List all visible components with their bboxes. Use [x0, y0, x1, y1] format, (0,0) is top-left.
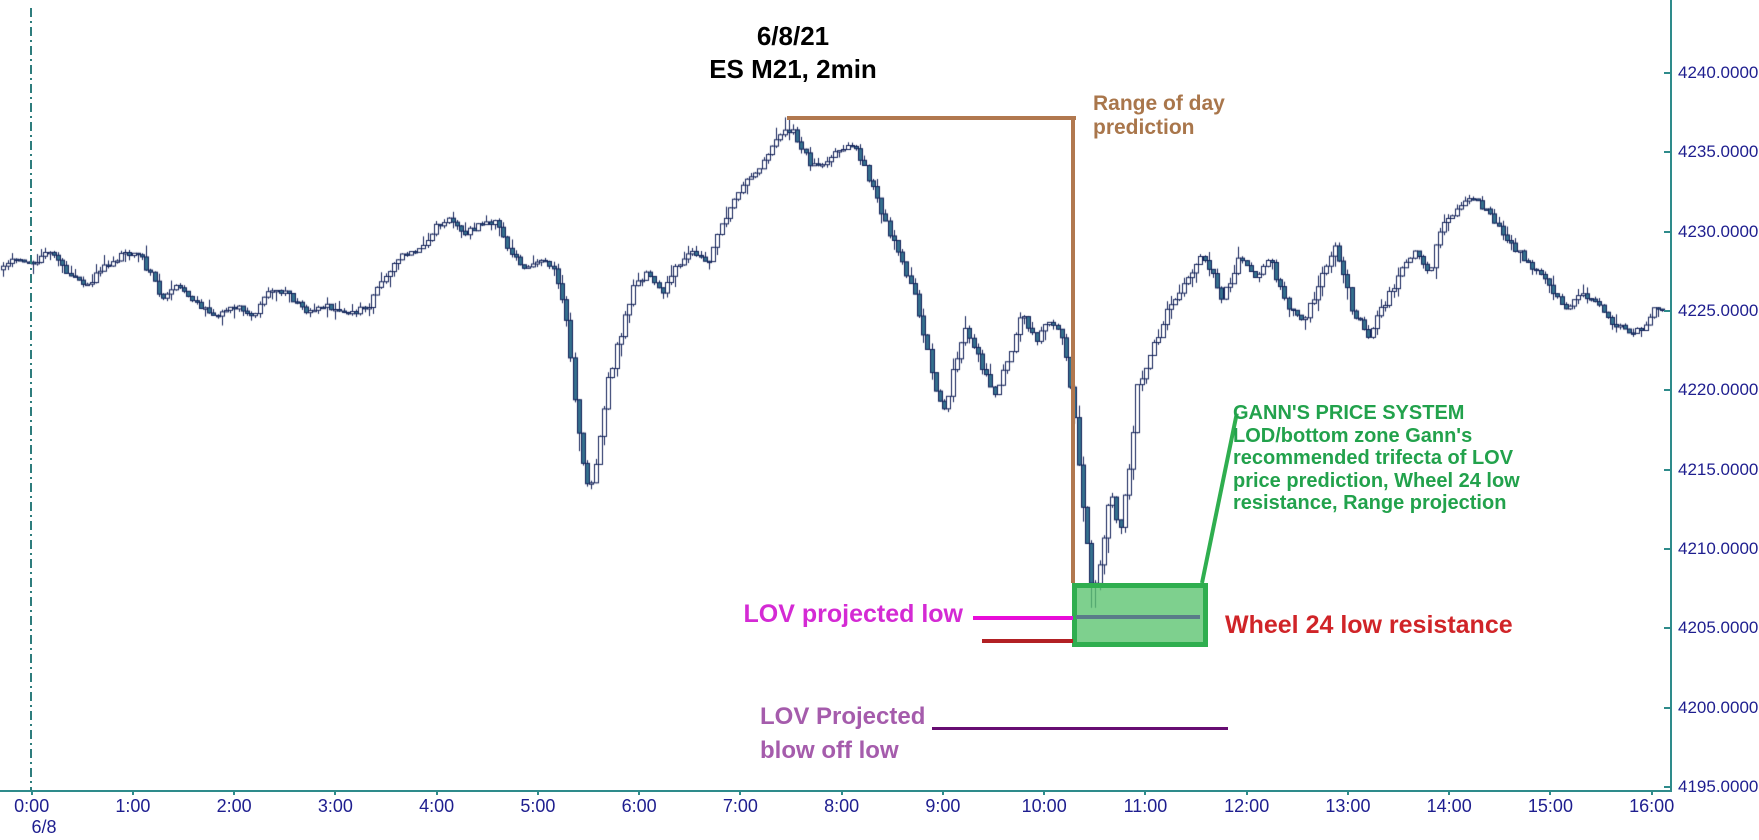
time-tick-label: 1:00 [115, 796, 151, 816]
gann-label-line1: GANN'S PRICE SYSTEM [1233, 402, 1465, 424]
time-tick-label: 8:00 [824, 796, 860, 816]
time-tick [1043, 790, 1046, 795]
range-bracket-vertical-line[interactable] [1071, 116, 1075, 583]
time-tick-label: 2:00 [216, 796, 252, 816]
lov-level-line-inside-box[interactable] [1076, 615, 1200, 619]
gann-label-line3: recommended trifecta of LOV [1233, 447, 1514, 469]
price-tick [1664, 548, 1670, 551]
time-tick [840, 790, 843, 795]
time-tick [941, 790, 944, 795]
session-start-dashdot-line [30, 8, 32, 790]
date-axis-label: 6/8 [31, 817, 57, 837]
gann-system-label[interactable]: GANN'S PRICE SYSTEM LOD/bottom zone Gann… [1233, 402, 1520, 515]
price-tick [1664, 786, 1670, 789]
time-tick [1346, 790, 1349, 795]
price-axis-line[interactable] [1670, 0, 1672, 791]
time-tick-label: 16:00 [1629, 796, 1675, 816]
gann-label-line2: LOD/bottom zone Gann's [1233, 424, 1473, 447]
time-tick-label: 12:00 [1224, 796, 1270, 816]
price-tick [1664, 230, 1670, 233]
time-tick-label: 6:00 [621, 796, 657, 816]
time-axis-line[interactable] [0, 790, 1672, 792]
time-tick [1245, 790, 1248, 795]
time-tick [1650, 790, 1653, 795]
time-tick [536, 790, 539, 795]
time-tick-label: 9:00 [925, 796, 961, 816]
time-tick [1448, 790, 1451, 795]
price-tick [1664, 627, 1670, 630]
lov-blow-off-label-line2: blow off low [760, 737, 899, 764]
price-tick [1664, 72, 1670, 74]
price-tick-label: 4225.0000 [1678, 301, 1759, 321]
lov-projected-low-line[interactable] [973, 616, 1073, 620]
lov-blow-off-low-label[interactable]: LOV Projected blow off low [760, 700, 925, 768]
time-tick [1549, 790, 1552, 795]
time-tick [131, 790, 134, 795]
time-tick-label: 7:00 [722, 796, 758, 816]
time-tick-label: 5:00 [520, 796, 556, 816]
time-tick [30, 790, 33, 795]
time-tick-label: 3:00 [317, 796, 353, 816]
gann-label-line5: resistance, Range projection [1233, 492, 1507, 514]
time-tick-label: 4:00 [419, 796, 455, 816]
lov-blow-off-label-line1: LOV Projected [760, 703, 926, 730]
price-tick-label: 4220.0000 [1678, 380, 1759, 400]
price-tick-label: 4240.0000 [1678, 63, 1759, 82]
price-tick [1664, 706, 1670, 709]
time-tick-label: 14:00 [1426, 796, 1472, 816]
price-tick-label: 4200.0000 [1678, 697, 1759, 717]
time-tick-label: 15:00 [1527, 796, 1573, 816]
gann-label-line4: price prediction, Wheel 24 low [1233, 469, 1520, 492]
chart-title-date: 6/8/21 [756, 21, 830, 51]
price-tick-label: 4195.0000 [1678, 777, 1759, 797]
price-tick [1664, 389, 1670, 392]
time-tick-label: 11:00 [1123, 796, 1168, 816]
time-tick [233, 790, 236, 795]
time-tick [638, 790, 641, 795]
price-tick-label: 4210.0000 [1678, 539, 1759, 559]
price-tick-label: 4230.0000 [1678, 221, 1759, 241]
price-tick [1664, 468, 1670, 471]
price-tick [1664, 310, 1670, 313]
range-bracket-top-line[interactable] [787, 116, 1076, 120]
time-tick [334, 790, 337, 795]
time-tick-label: 13:00 [1325, 796, 1371, 816]
time-tick-label: 0:00 [14, 796, 50, 816]
price-tick-label: 4235.0000 [1678, 142, 1759, 162]
chart-title: 6/8/21 ES M21, 2min [628, 20, 958, 86]
price-tick-label: 4205.0000 [1678, 618, 1759, 638]
range-of-day-label-line1: Range of day [1093, 92, 1225, 115]
time-tick [435, 790, 438, 795]
lov-blow-off-low-line[interactable] [932, 727, 1228, 730]
lov-projected-low-label[interactable]: LOV projected low [743, 600, 963, 628]
range-of-day-label[interactable]: Range of day prediction [1093, 92, 1225, 140]
range-of-day-label-line2: prediction [1093, 116, 1195, 139]
time-tick [739, 790, 742, 795]
time-tick [1144, 790, 1147, 795]
chart-title-symbol: ES M21, 2min [709, 54, 877, 84]
wheel-24-low-resistance-line[interactable] [982, 639, 1073, 643]
price-tick [1664, 151, 1670, 154]
time-tick-label: 10:00 [1021, 796, 1067, 816]
price-tick-label: 4215.0000 [1678, 459, 1759, 479]
wheel-24-low-resistance-label[interactable]: Wheel 24 low resistance [1225, 611, 1513, 639]
